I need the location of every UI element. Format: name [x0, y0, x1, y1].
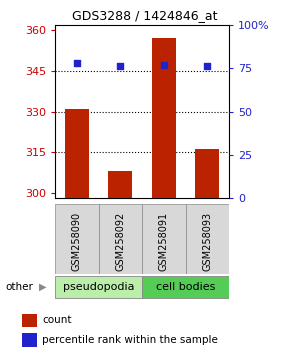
Bar: [22, 333, 37, 347]
Bar: [22, 314, 37, 327]
Bar: [108, 171, 132, 198]
Text: other: other: [6, 282, 34, 292]
Point: [162, 62, 166, 68]
Text: ▶: ▶: [39, 282, 47, 292]
Bar: [142, 276, 229, 298]
Point: [118, 64, 123, 69]
Text: GSM258092: GSM258092: [115, 211, 125, 270]
Bar: [55, 276, 142, 298]
Bar: [55, 204, 99, 274]
Point: [75, 60, 79, 66]
Text: pseudopodia: pseudopodia: [63, 282, 134, 292]
Text: GSM258091: GSM258091: [159, 211, 169, 270]
Bar: [65, 109, 89, 198]
Bar: [99, 204, 142, 274]
Bar: [142, 204, 186, 274]
Text: cell bodies: cell bodies: [156, 282, 215, 292]
Text: GSM258093: GSM258093: [202, 211, 212, 270]
Text: GSM258090: GSM258090: [72, 211, 82, 270]
Bar: [195, 149, 219, 198]
Text: count: count: [42, 315, 72, 325]
Text: GDS3288 / 1424846_at: GDS3288 / 1424846_at: [72, 9, 218, 22]
Point: [205, 64, 210, 69]
Text: percentile rank within the sample: percentile rank within the sample: [42, 335, 218, 345]
Bar: [152, 38, 176, 198]
Bar: [186, 204, 229, 274]
